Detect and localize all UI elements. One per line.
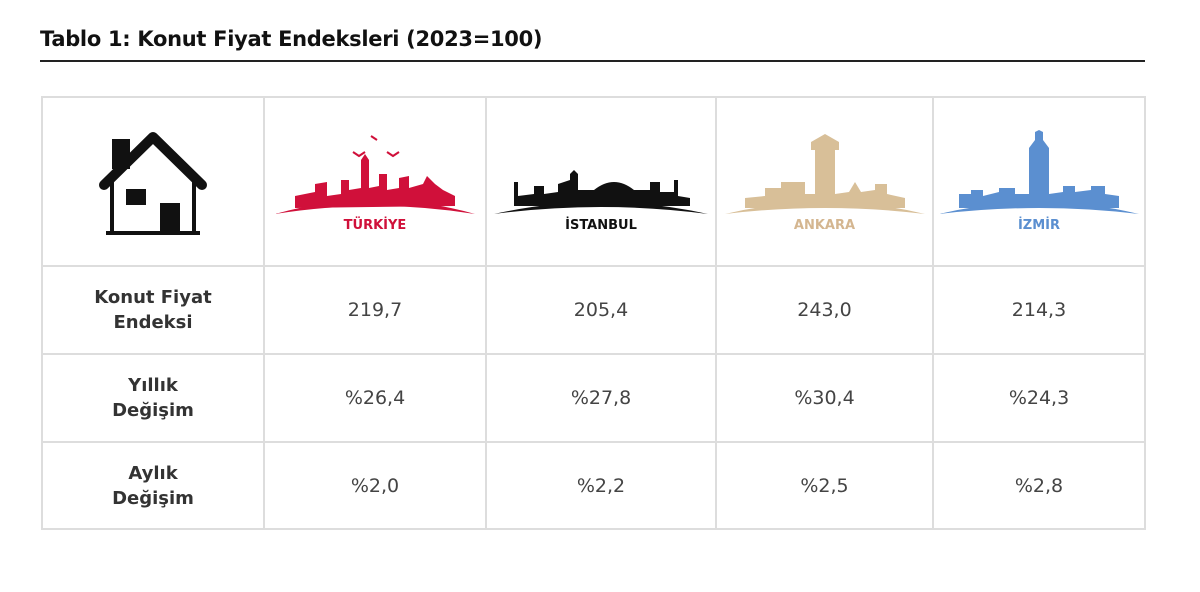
- table-row: Aylık Değişim %2,0 %2,2 %2,5 %2,8: [41, 441, 1146, 530]
- value-cell: %2,0: [263, 441, 487, 530]
- value-cell: %2,8: [932, 441, 1146, 530]
- value-cell: %30,4: [715, 353, 934, 443]
- city-name: TÜRKİYE: [343, 218, 407, 233]
- house-icon: [99, 131, 207, 235]
- city-cell: ANKARA: [715, 96, 934, 267]
- row-label-line: Değişim: [112, 487, 194, 509]
- city-cell: İSTANBUL: [485, 96, 717, 267]
- value-cell: 205,4: [485, 265, 717, 355]
- istanbul-skyline: [494, 170, 708, 214]
- row-label: Aylık Değişim: [41, 441, 265, 530]
- title-rule: [40, 60, 1145, 62]
- value-cell: %27,8: [485, 353, 717, 443]
- row-label: Konut Fiyat Endeksi: [41, 265, 265, 355]
- row-label-line: Değişim: [112, 400, 194, 421]
- izmir-skyline: [939, 130, 1139, 214]
- row-label-line: Endeksi: [113, 312, 193, 333]
- value-cell: %2,2: [485, 441, 717, 530]
- city-name: İSTANBUL: [565, 218, 637, 233]
- table-body: Konut Fiyat Endeksi 219,7 205,4 243,0 214,3 Yı…: [41, 265, 1146, 530]
- row-label-line: Aylık: [128, 462, 178, 484]
- city-name: İZMİR: [1017, 218, 1061, 233]
- value-cell: 214,3: [932, 265, 1146, 355]
- city-cell: İZMİR: [932, 96, 1146, 267]
- value-cell: 219,7: [263, 265, 487, 355]
- title: Tablo 1: Konut Fiyat Endeksleri (2023=10…: [40, 27, 543, 51]
- turkiye-skyline: [275, 135, 475, 214]
- index-table: TÜRKİYE İSTANBUL ANKARA: [41, 96, 1146, 530]
- house-icon-cell: [41, 96, 265, 267]
- ankara-skyline: [724, 134, 925, 214]
- value-cell: %2,5: [715, 441, 934, 530]
- row-label-line: Konut Fiyat: [94, 287, 212, 308]
- value-cell: %24,3: [932, 353, 1146, 443]
- city-cell: TÜRKİYE: [263, 96, 487, 267]
- city-name: ANKARA: [793, 218, 856, 233]
- value-cell: %26,4: [263, 353, 487, 443]
- row-label-line: Yıllık: [128, 375, 178, 396]
- row-label: Yıllık Değişim: [41, 353, 265, 443]
- value-cell: 243,0: [715, 265, 934, 355]
- header-row: TÜRKİYE İSTANBUL ANKARA: [41, 96, 1146, 267]
- table-row: Yıllık Değişim %26,4 %27,8 %30,4 %24,3: [41, 353, 1146, 443]
- table-row: Konut Fiyat Endeksi 219,7 205,4 243,0 214,3: [41, 265, 1146, 355]
